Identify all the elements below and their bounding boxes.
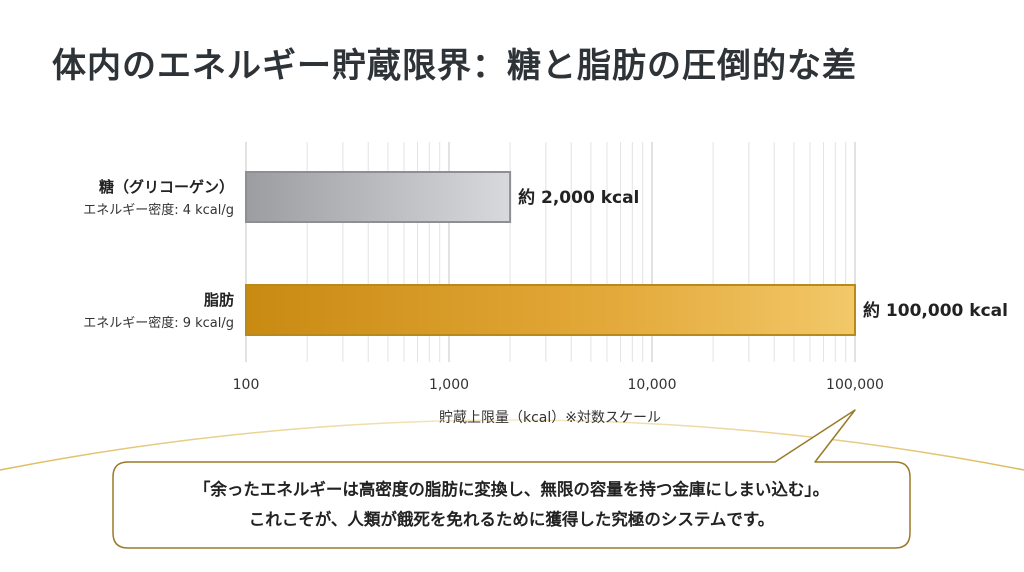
callout-bubble [112, 409, 911, 549]
page-title: 体内のエネルギー貯蔵限界：糖と脂肪の圧倒的な差 [52, 46, 857, 86]
x-axis-label: 貯蔵上限量（kcal）※対数スケール [439, 410, 661, 426]
category-density: エネルギー密度: 4 kcal/g [83, 202, 234, 218]
bar-1 [245, 171, 512, 223]
tick-label: 1,000 [429, 377, 469, 393]
callout-line-1: 「余ったエネルギーは高密度の脂肪に変換し、無限の容量を持つ金庫にしまい込む」。 [193, 480, 830, 499]
tick-label: 10,000 [628, 377, 677, 393]
data-label: 約 100,000 kcal [863, 300, 1008, 321]
bars [245, 171, 856, 336]
decorative-gold-curve [0, 419, 1024, 471]
callout-text: 「余ったエネルギーは高密度の脂肪に変換し、無限の容量を持つ金庫にしまい込む」。 … [113, 462, 910, 548]
bar-2 [245, 284, 856, 336]
callout-line-2: これこそが、人類が餓死を免れるために獲得した究極のシステムです。 [248, 510, 775, 529]
category-density: エネルギー密度: 9 kcal/g [83, 315, 234, 331]
category-name: 脂肪 [204, 291, 234, 309]
tick-label: 100 [233, 377, 260, 393]
category-name: 糖（グリコーゲン） [99, 178, 234, 196]
tick-labels: 100 1,000 10,000 100,000 [233, 377, 884, 393]
tick-label: 100,000 [826, 377, 884, 393]
data-label: 約 2,000 kcal [518, 187, 639, 208]
data-labels: 約 2,000 kcal 約 100,000 kcal [518, 187, 1008, 321]
